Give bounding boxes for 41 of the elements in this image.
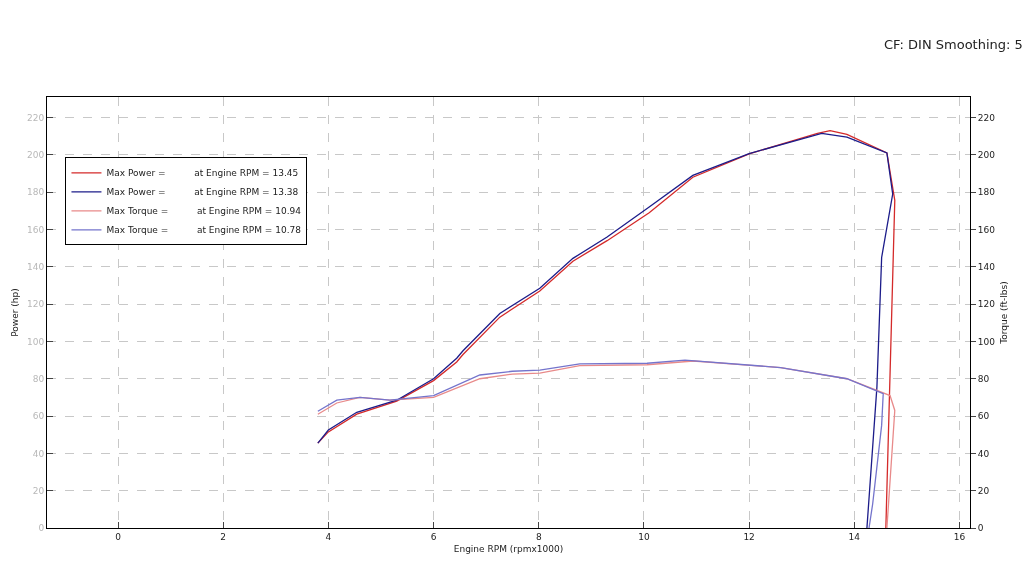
x-tick-label: 16: [953, 531, 966, 542]
y2-tick-label: 220: [977, 112, 996, 123]
x-tick-label: 12: [743, 531, 755, 542]
y2-tick-label: 0: [977, 523, 984, 534]
y2-tick-label: 180: [977, 187, 996, 198]
y2-tick-label: 140: [977, 261, 996, 272]
legend-label: Max Torque = at Engine RPM = 10.94: [106, 206, 302, 217]
y2-tick-label: 80: [977, 373, 990, 384]
y-tick-label: 100: [27, 336, 45, 347]
x-tick-label: 2: [220, 531, 227, 542]
y2-tick-label: 100: [977, 336, 996, 347]
x-tick-label: 8: [535, 531, 542, 542]
y2-tick-label: 120: [977, 299, 996, 310]
y-tick-label: 140: [27, 261, 45, 272]
y-axis-title: Power (hp): [10, 288, 21, 337]
y2-axis-title: Torque (ft-lbs): [999, 281, 1010, 345]
y2-tick-label: 20: [977, 485, 990, 496]
x-tick-label: 10: [638, 531, 650, 542]
x-tick-label: 14: [848, 531, 861, 542]
y-tick-label: 80: [32, 373, 45, 384]
y-tick-label: 0: [38, 523, 45, 534]
legend-label: Max Power = at Engine RPM = 13.38: [106, 187, 299, 198]
y-tick-label: 160: [27, 224, 45, 235]
text: CF: DIN Smoothing: 5: [884, 37, 1023, 52]
legend-label: Max Power = at Engine RPM = 13.45: [106, 168, 299, 179]
x-tick-label: 0: [115, 531, 122, 542]
y-tick-label: 180: [27, 187, 45, 198]
legend-label: Max Torque = at Engine RPM = 10.78: [106, 225, 302, 236]
y-tick-label: 120: [27, 299, 45, 310]
x-tick-label: 4: [325, 531, 332, 542]
y-tick-label: 40: [32, 448, 45, 459]
y2-tick-label: 200: [977, 149, 996, 160]
y-tick-label: 220: [27, 112, 45, 123]
y-tick-label: 200: [27, 149, 45, 160]
y2-tick-label: 160: [977, 224, 996, 235]
y2-tick-label: 60: [977, 411, 990, 422]
y2-tick-label: 40: [977, 448, 990, 459]
y-tick-label: 60: [32, 411, 45, 422]
x-axis-title: Engine RPM (rpmx1000): [453, 543, 564, 554]
y-tick-label: 20: [32, 485, 45, 496]
x-tick-label: 6: [430, 531, 437, 542]
